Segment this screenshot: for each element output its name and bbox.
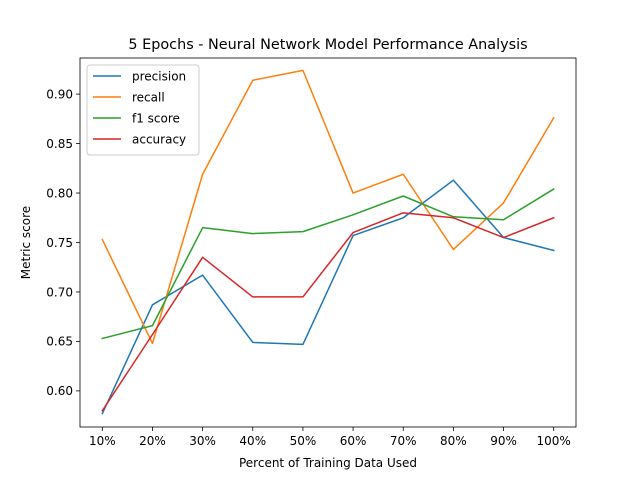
series-layer: [101, 69, 555, 415]
y-tick-label: 0.90: [46, 87, 73, 101]
x-tick-label: 10%: [89, 434, 116, 448]
series-line-precision: [101, 179, 555, 415]
x-tick-label: 100%: [537, 434, 571, 448]
y-tick-label: 0.65: [46, 335, 73, 349]
x-tick-label: 40%: [239, 434, 266, 448]
legend-box: [86, 64, 200, 156]
x-tick-label: 50%: [290, 434, 317, 448]
x-axis-label: Percent of Training Data Used: [239, 456, 417, 470]
x-tick-label: 30%: [189, 434, 216, 448]
x-axis: 10% 20% 30% 40% 50% 60% 70% 80% 90% 100%: [89, 427, 571, 448]
y-tick-label: 0.70: [46, 285, 73, 299]
y-tick-label: 0.75: [46, 236, 73, 250]
x-tick-label: 80%: [440, 434, 467, 448]
y-axis-label: Metric score: [19, 206, 33, 279]
x-tick-label: 60%: [340, 434, 367, 448]
y-tick-label: 0.60: [46, 384, 73, 398]
x-tick-label: 90%: [490, 434, 517, 448]
x-tick-label: 20%: [139, 434, 166, 448]
series-line-f1-score: [101, 188, 555, 340]
y-tick-label: 0.80: [46, 186, 73, 200]
legend: precision recall f1 score accuracy: [86, 64, 200, 156]
series-line-recall: [101, 69, 555, 345]
y-axis: 0.60 0.65 0.70 0.75 0.80 0.85 0.90: [46, 87, 80, 398]
x-tick-label: 70%: [390, 434, 417, 448]
legend-label: accuracy: [132, 132, 186, 146]
legend-label: precision: [132, 69, 186, 83]
legend-label: f1 score: [132, 111, 180, 125]
chart-title: 5 Epochs - Neural Network Model Performa…: [128, 37, 527, 53]
series-line-accuracy: [101, 212, 555, 412]
y-tick-label: 0.85: [46, 137, 73, 151]
legend-label: recall: [132, 90, 165, 104]
